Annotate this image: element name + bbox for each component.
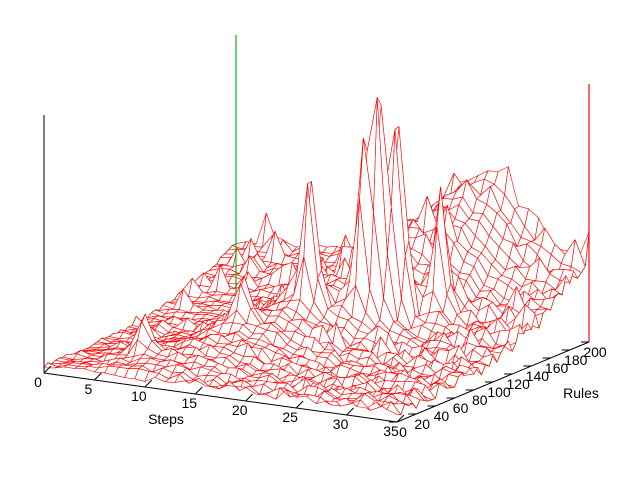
x-tick-label: 15 [181,395,197,411]
x-tick-mark [94,372,102,381]
y-tick-label: 100 [487,384,511,400]
x-tick-mark [144,379,153,388]
y-tick-label: 200 [583,344,607,360]
y-tick-label: 0 [399,424,407,440]
y-tick-label: 80 [472,392,488,408]
x-tick-label: 25 [282,409,298,425]
x-tick-mark [43,365,52,374]
y-tick-label: 180 [564,352,588,368]
x-tick-label: 30 [333,416,349,432]
x-tick-mark [346,407,354,416]
surface-mesh [43,35,590,416]
x-tick-mark [194,386,203,395]
y-tick-label: 160 [545,360,569,376]
x-tick-label: 10 [131,388,147,404]
axes: 0 5 10 15 20 25 30 35 0 20 40 60 80 1001201401601802… [34,115,607,440]
y-tick-label: 60 [453,400,469,416]
x-tick-mark [245,393,254,402]
x-tick-label: 5 [85,381,93,397]
x-tick-label: 0 [34,374,42,390]
surface-cell [43,362,59,369]
y-axis-label: Rules [563,385,599,401]
y-tick-label: 40 [434,408,450,424]
x-axis-ticks: 0 5 10 15 20 25 30 35 [34,365,405,439]
x-tick-mark [396,414,405,423]
y-tick-label: 20 [414,416,430,432]
x-axis-label: Steps [148,411,184,427]
x-tick-mark [295,400,304,409]
x-tick-label: 35 [383,423,399,439]
x-axis-line [43,372,398,423]
y-tick-label: 140 [526,368,550,384]
x-tick-label: 20 [232,402,248,418]
y-tick-label: 120 [507,376,531,392]
